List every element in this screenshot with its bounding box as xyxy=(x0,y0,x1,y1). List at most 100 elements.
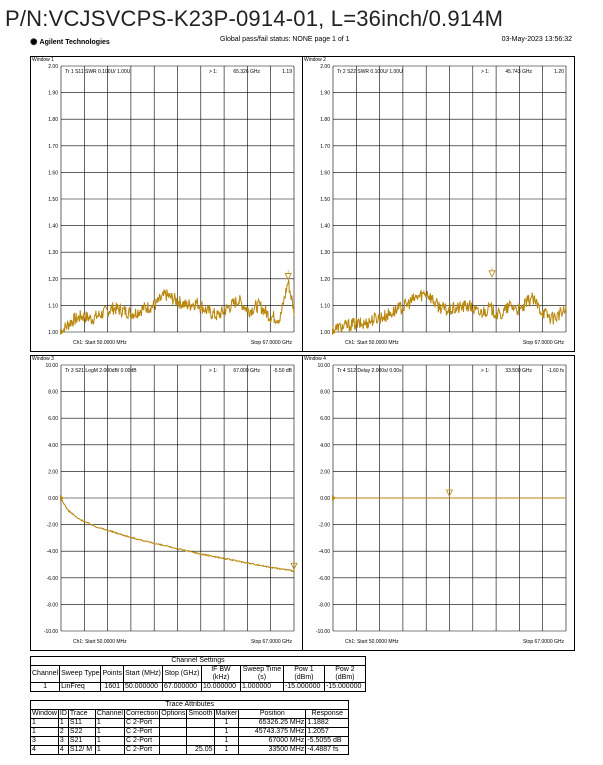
marker-label: > 1: xyxy=(209,69,217,75)
trace-attributes-header: Window ID Trace Channel Correction Optio… xyxy=(30,709,350,719)
marker-value: -5.50 dB xyxy=(273,368,293,374)
footer-start: Ch1: Start 50.0000 MHz xyxy=(345,340,399,346)
cell: C 2-Port xyxy=(123,727,161,737)
y-tick-label: 1.40 xyxy=(320,224,330,230)
channel-settings-caption: Channel Settings xyxy=(30,656,366,666)
cell: 1 xyxy=(29,682,61,692)
cell xyxy=(159,718,188,728)
chart-window-1: 2.00 1.90 1.80 1.70 1.60 1.50 1.40 1.30 1.20 1.10… xyxy=(48,64,295,346)
cell: 4 xyxy=(30,745,59,755)
y-tick-label: 1.30 xyxy=(48,250,58,256)
y-tick-label: 1.70 xyxy=(320,144,330,150)
y-tick-label: 1.90 xyxy=(48,91,58,97)
marker-frequency: 33.500 GHz xyxy=(505,368,532,374)
page-title: P/N:VCJSVCPS-K23P-0914-01, L=36inch/0.91… xyxy=(5,6,504,31)
y-tick-label: 8.00 xyxy=(320,390,330,396)
y-tick-label: 6.00 xyxy=(320,416,330,422)
cell: 25.05 xyxy=(186,745,215,755)
channel-settings-table: Channel Settings Channel Sweep Type Poin… xyxy=(29,656,366,692)
cell: 1 xyxy=(30,727,59,737)
marker-label: > 1: xyxy=(481,69,489,75)
reference-arrow-icon xyxy=(332,329,336,335)
col-header: Response xyxy=(305,709,350,719)
window-3: Window 3 10.00 8.00 6.00 4.00 2.00 0.00 -2.00 -4… xyxy=(30,355,303,651)
table-row: 1 1 S11 1 C 2-Port 1 65326.25 MHz 1.1882 xyxy=(30,718,350,728)
cell: 1 xyxy=(30,718,59,728)
global-status: Global pass/fail status: NONE page 1 of … xyxy=(220,36,350,43)
y-tick-label: 4.00 xyxy=(48,443,58,449)
y-tick-label: 1.10 xyxy=(320,303,330,309)
window-1: Window 1 2.00 1.90 1.80 1.70 1.60 1.50 1.40 1.30… xyxy=(30,56,303,352)
col-header: Start (MHz) xyxy=(122,665,163,683)
y-tick-label: -4.00 xyxy=(47,549,59,555)
trace-line xyxy=(60,279,295,333)
col-header: Pow 2 (dBm) xyxy=(323,665,366,683)
chart-window-3: 10.00 8.00 6.00 4.00 2.00 0.00 -2.00 -4.00 -6.00… xyxy=(44,363,298,645)
marker-frequency: 45.743 GHz xyxy=(505,69,532,75)
brand-name: Agilent Technologies xyxy=(39,39,110,46)
col-header: ID xyxy=(57,709,69,719)
window-title: Window 1 xyxy=(32,57,54,63)
y-tick-label: -8.00 xyxy=(319,602,331,608)
footer-stop: Stop 67.0000 GHz xyxy=(523,340,565,346)
marker-frequency: 67.000 GHz xyxy=(233,368,260,374)
window-title: Window 3 xyxy=(32,356,54,362)
y-tick-label: 6.00 xyxy=(48,416,58,422)
cell: 1.000000 xyxy=(239,682,284,692)
y-tick-label: 8.00 xyxy=(48,390,58,396)
col-header: Points xyxy=(100,665,124,683)
trace-label: Tr 1 S11 SWR 0.100U/ 1.00U xyxy=(65,69,131,75)
cell: S11 xyxy=(67,718,96,728)
spark-logo-icon: ✺ xyxy=(30,37,38,47)
footer-start: Ch1: Start 50.0000 MHz xyxy=(73,340,127,346)
col-header: Position xyxy=(238,709,307,719)
marker-number: 1 xyxy=(287,268,290,273)
chart-window-2: 2.00 1.90 1.80 1.70 1.60 1.50 1.40 1.30 1.20 1.10… xyxy=(320,64,567,346)
channel-settings-header: Channel Sweep Type Points Start (MHz) St… xyxy=(29,665,366,683)
y-tick-label: -10.00 xyxy=(316,629,330,635)
y-tick-label: -2.00 xyxy=(47,523,59,529)
trace-label: Tr 2 S22 SWR 0.100U/ 1.00U xyxy=(337,69,403,75)
y-tick-label: 1.60 xyxy=(48,170,58,176)
trace-attributes-table: Trace Attributes Window ID Trace Channel… xyxy=(29,700,350,755)
cell: -5.5055 dB xyxy=(305,736,350,746)
table-row: 3 3 S21 1 C 2-Port 1 67000 MHz -5.5055 dB xyxy=(30,736,350,746)
y-tick-label: -8.00 xyxy=(47,602,59,608)
col-header: Channel xyxy=(94,709,125,719)
y-tick-label: 1.70 xyxy=(48,144,58,150)
y-tick-label: -4.00 xyxy=(319,549,331,555)
cell xyxy=(159,727,188,737)
col-header: Window xyxy=(30,709,59,719)
cell: 50.000000 xyxy=(122,682,163,692)
trace-line xyxy=(60,497,295,573)
footer-start: Ch1: Start 50.0000 MHz xyxy=(73,639,127,645)
trace-label: Tr 4 S12 Delay 2.000s/ 0.00s xyxy=(337,368,402,374)
col-header: Smooth xyxy=(186,709,215,719)
cell: 2 xyxy=(57,727,69,737)
table-row: 1 2 S22 1 C 2-Port 1 45743.375 MHz 1.2057 xyxy=(30,727,350,737)
cell: 1.2057 xyxy=(305,727,350,737)
footer-start: Ch1: Start 50.0000 MHz xyxy=(345,639,399,645)
trace-label: Tr 3 S21 LogM 2.000dB/ 0.00dB xyxy=(65,368,137,374)
reference-arrow-icon xyxy=(332,495,336,501)
cell: S22 xyxy=(67,727,96,737)
y-tick-label: 1.20 xyxy=(48,277,58,283)
col-header: Sweep Type xyxy=(59,665,102,683)
marker-number: 1 xyxy=(448,485,451,490)
cell xyxy=(186,736,215,746)
reference-arrow-icon xyxy=(60,495,64,501)
y-tick-label: 1.00 xyxy=(48,330,58,336)
cell: 33500 MHz xyxy=(238,745,307,755)
window-4: Window 4 10.00 8.00 6.00 4.00 2.00 0.00 -2.00 -4… xyxy=(302,355,575,651)
y-tick-label: 0.00 xyxy=(48,496,58,502)
cell: 45743.375 MHz xyxy=(238,727,307,737)
chart-window-4: 10.00 8.00 6.00 4.00 2.00 0.00 -2.00 -4.00 -6.00… xyxy=(316,363,567,645)
cell: -15.000000 xyxy=(282,682,325,692)
y-tick-label: 2.00 xyxy=(320,64,330,70)
marker-frequency: 65.326 GHz xyxy=(233,69,260,75)
y-tick-label: 1.50 xyxy=(320,197,330,203)
y-tick-label: 1.60 xyxy=(320,170,330,176)
marker-label: > 1: xyxy=(209,368,217,374)
cell: 1 xyxy=(213,745,240,755)
marker-number: 1 xyxy=(293,558,296,563)
